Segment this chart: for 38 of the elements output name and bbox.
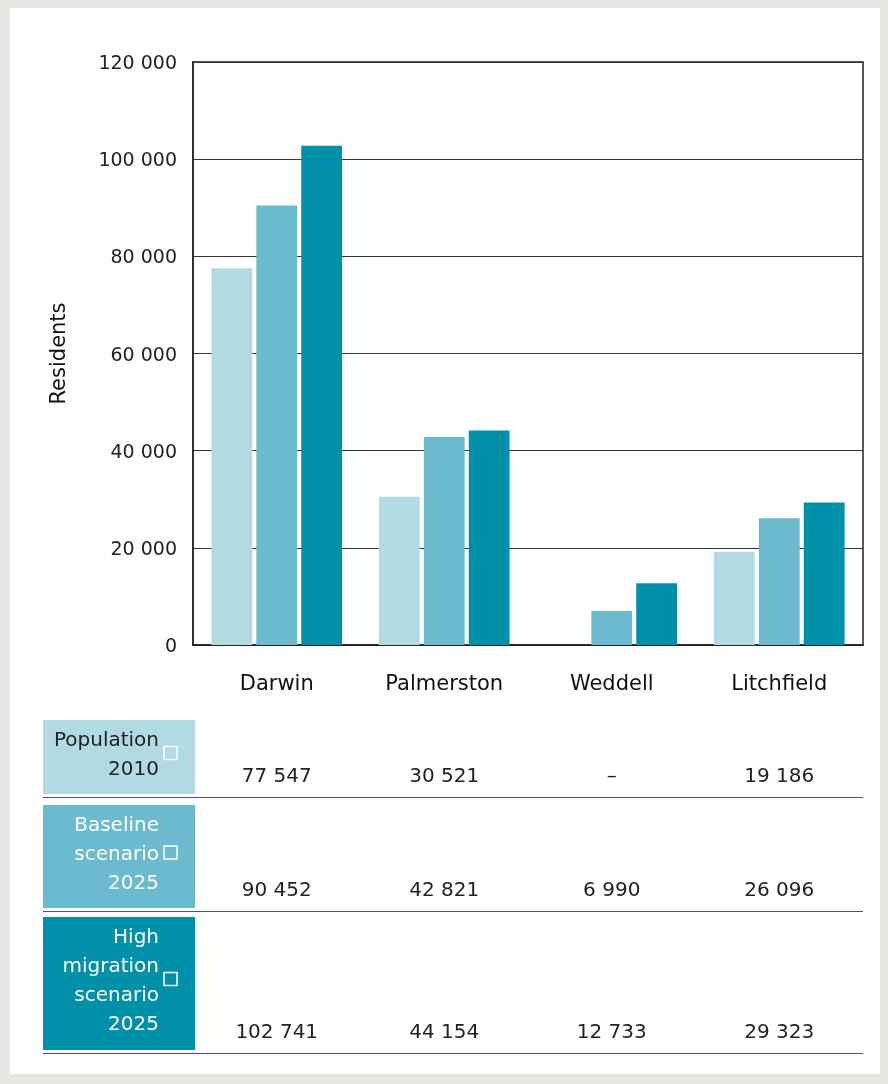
y-tick-label: 60 000 — [110, 342, 177, 365]
bar — [713, 551, 755, 645]
y-tick-label: 0 — [164, 634, 177, 656]
bar — [758, 518, 800, 645]
bar — [591, 611, 633, 645]
y-tick-label: 40 000 — [110, 439, 177, 462]
data-label: 6 990 — [583, 877, 641, 901]
data-label: 77 547 — [241, 763, 312, 787]
legend-label: High migration scenario 2025 — [62, 923, 159, 1035]
x-tick-label: Litchfield — [731, 670, 828, 695]
x-tick-label: Palmerston — [385, 670, 504, 695]
data-label: 42 821 — [409, 877, 480, 901]
bar — [211, 268, 253, 645]
data-label: 102 741 — [235, 1019, 319, 1043]
bar — [636, 583, 678, 645]
x-tick-label: Weddell — [569, 670, 654, 695]
y-tick-label: 80 000 — [110, 245, 177, 268]
y-tick-label: 120 000 — [98, 51, 177, 73]
data-label: 44 154 — [409, 1019, 480, 1043]
bar — [256, 205, 298, 645]
data-label: 12 733 — [576, 1019, 647, 1043]
data-label: 19 186 — [744, 763, 815, 787]
data-label: 90 452 — [241, 877, 312, 901]
y-axis-title: Residents — [45, 302, 70, 405]
legend-label: Baseline scenario 2025 — [74, 811, 159, 894]
data-label: 26 096 — [744, 877, 815, 901]
bar — [468, 430, 510, 645]
bar — [803, 502, 845, 645]
data-label: 29 323 — [744, 1019, 815, 1043]
data-label: 30 521 — [409, 763, 480, 787]
y-tick-label: 20 000 — [110, 536, 177, 559]
bar — [423, 436, 465, 645]
y-tick-label: 100 000 — [98, 148, 177, 171]
text: – — [606, 763, 617, 787]
bar — [301, 145, 343, 645]
x-tick-label: Darwin — [239, 670, 314, 695]
bar — [378, 496, 420, 645]
legend-label: Population 2010 — [53, 726, 159, 780]
